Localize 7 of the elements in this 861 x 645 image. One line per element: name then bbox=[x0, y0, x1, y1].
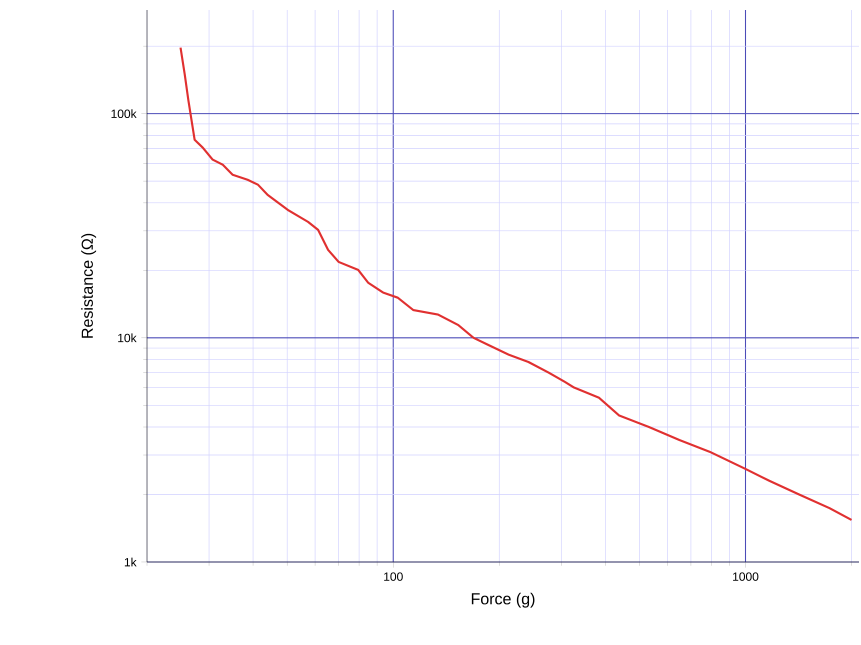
x-tick-label: 1000 bbox=[733, 572, 758, 581]
x-tick-label: 100 bbox=[384, 572, 403, 581]
y-tick-label: 10k bbox=[118, 333, 137, 342]
x-axis-title: Force (g) bbox=[472, 592, 534, 608]
y-axis-title: Resistance (Ω) bbox=[81, 234, 96, 338]
y-tick-label: 100k bbox=[112, 109, 137, 118]
y-tick-label: 1k bbox=[124, 558, 137, 566]
